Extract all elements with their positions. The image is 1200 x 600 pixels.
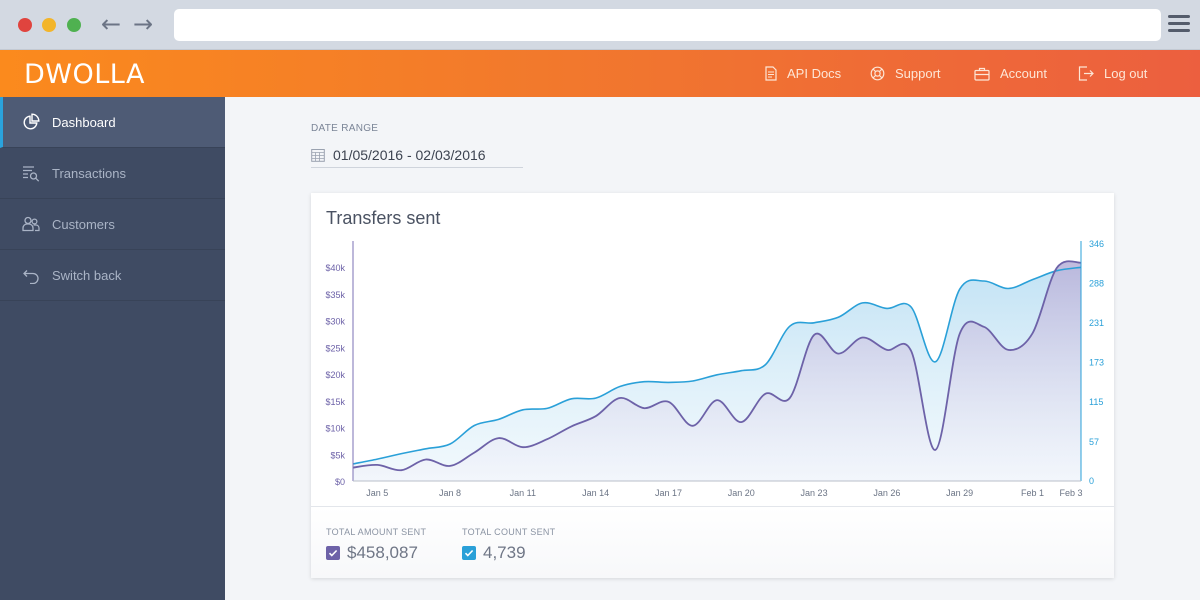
sidebar-item-label: Dashboard <box>52 114 116 130</box>
main-content: DATE RANGE 01/05/2016 - 02/03/2016 $0 $5k… <box>225 97 1200 600</box>
y-right-tick-label: 0 <box>1089 476 1094 486</box>
briefcase-icon <box>974 67 990 81</box>
browser-chrome: ← → <box>0 0 1200 50</box>
total-count-stat: TOTAL COUNT SENT 4,739 <box>462 527 555 563</box>
support-label: Support <box>895 66 941 81</box>
x-tick-label: Jan 5 <box>366 488 388 498</box>
logout-icon <box>1078 66 1094 81</box>
y-right-tick-label: 231 <box>1089 318 1104 328</box>
y-left-tick-label: $25k <box>325 343 345 353</box>
y-right-tick-label: 173 <box>1089 358 1104 368</box>
y-left-tick-label: $40k <box>325 263 345 273</box>
sidebar-item-label: Customers <box>52 216 115 232</box>
api-docs-link[interactable]: API Docs <box>765 50 841 97</box>
x-tick-label: Feb 1 <box>1021 488 1044 498</box>
amount-series-area <box>353 261 1081 481</box>
lifebuoy-icon <box>870 66 885 81</box>
customers-icon <box>22 216 40 232</box>
minimize-window-button[interactable] <box>42 18 56 32</box>
x-tick-label: Jan 14 <box>582 488 609 498</box>
total-count-label: TOTAL COUNT SENT <box>462 527 556 537</box>
count-series-line <box>352 266 1082 465</box>
transfers-chart-card: $0 $5k $10k $15k $20k $25k $30k $35k $40k 0 57 115 1… <box>311 193 1114 578</box>
count-series-checkbox[interactable] <box>462 546 476 560</box>
support-link[interactable]: Support <box>870 50 941 97</box>
amount-series-checkbox[interactable] <box>326 546 340 560</box>
date-range-input[interactable]: 01/05/2016 - 02/03/2016 <box>311 143 523 168</box>
sidebar-item-label: Transactions <box>52 165 126 181</box>
x-tick-label: Feb 3 <box>1059 488 1082 498</box>
y-left-tick-label: $15k <box>325 397 345 407</box>
transfers-chart: $0 $5k $10k $15k $20k $25k $30k $35k $40k 0 57 115 1… <box>325 239 1104 498</box>
y-right-tick-label: 288 <box>1089 279 1104 289</box>
sidebar-item-dashboard[interactable]: Dashboard <box>0 97 225 148</box>
total-amount-value: $458,087 <box>347 543 418 562</box>
x-tick-label: Jan 20 <box>728 488 755 498</box>
calendar-icon <box>311 149 325 162</box>
account-link[interactable]: Account <box>974 50 1047 97</box>
checkmark-icon <box>328 549 338 557</box>
document-icon <box>765 66 777 81</box>
y-left-tick-label: $30k <box>325 317 345 327</box>
total-amount-stat: TOTAL AMOUNT SENT $458,087 <box>326 527 426 563</box>
x-tick-label: Jan 23 <box>801 488 828 498</box>
sidebar: Dashboard Transactions Customers Switch … <box>0 97 225 600</box>
address-bar[interactable] <box>174 9 1161 41</box>
sidebar-item-switch-back[interactable]: Switch back <box>0 250 225 301</box>
y-right-tick-label: 57 <box>1089 437 1099 447</box>
x-tick-label: Jan 26 <box>873 488 900 498</box>
y-left-tick-label: $10k <box>325 424 345 434</box>
close-window-button[interactable] <box>18 18 32 32</box>
y-right-tick-label: 346 <box>1089 239 1104 249</box>
date-range-label: DATE RANGE <box>311 123 379 134</box>
x-tick-label: Jan 8 <box>439 488 461 498</box>
amount-series-line <box>352 260 1082 472</box>
logout-label: Log out <box>1104 66 1148 81</box>
logout-link[interactable]: Log out <box>1078 50 1147 97</box>
total-amount-label: TOTAL AMOUNT SENT <box>326 527 427 537</box>
sidebar-item-transactions[interactable]: Transactions <box>0 148 225 199</box>
list-search-icon <box>23 166 40 182</box>
forward-arrow-icon[interactable]: → <box>132 10 154 38</box>
date-range-value: 01/05/2016 - 02/03/2016 <box>333 147 486 163</box>
dwolla-logo[interactable]: DWOLLA <box>24 59 145 90</box>
y-left-tick-label: $5k <box>330 450 345 460</box>
total-count-value: 4,739 <box>483 543 526 562</box>
x-tick-label: Jan 11 <box>510 488 536 498</box>
api-docs-label: API Docs <box>787 66 842 81</box>
y-left-tick-label: $20k <box>325 370 345 380</box>
app-header: DWOLLA API Docs Support Account Log out <box>0 50 1200 97</box>
back-arrow-icon[interactable]: ← <box>100 10 122 38</box>
checkmark-icon <box>464 549 474 557</box>
maximize-window-button[interactable] <box>67 18 81 32</box>
y-right-tick-label: 115 <box>1089 397 1103 407</box>
sidebar-item-customers[interactable]: Customers <box>0 199 225 250</box>
pie-chart-icon <box>23 113 40 130</box>
sidebar-item-label: Switch back <box>52 267 122 283</box>
y-left-tick-label: $0 <box>335 477 345 487</box>
back-arrow-icon <box>23 270 39 284</box>
x-tick-label: Jan 29 <box>946 488 973 498</box>
hamburger-menu-icon[interactable] <box>1168 15 1190 35</box>
y-left-tick-label: $35k <box>325 290 345 300</box>
chart-title: Transfers sent <box>326 208 441 228</box>
chart-legend: TOTAL AMOUNT SENT $458,087 TOTAL COUNT S… <box>311 506 1114 578</box>
account-label: Account <box>1000 66 1047 81</box>
x-tick-label: Jan 17 <box>655 488 682 498</box>
